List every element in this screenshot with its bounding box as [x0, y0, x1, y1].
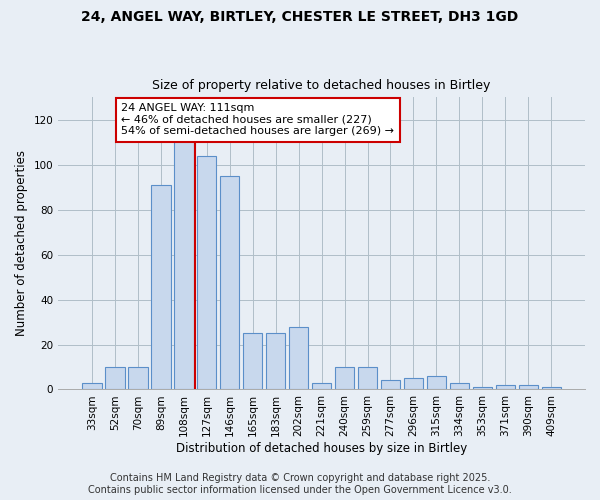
Bar — [542, 387, 561, 390]
Bar — [289, 326, 308, 390]
Text: 24 ANGEL WAY: 111sqm
← 46% of detached houses are smaller (227)
54% of semi-deta: 24 ANGEL WAY: 111sqm ← 46% of detached h… — [121, 103, 394, 136]
Bar — [266, 334, 286, 390]
Bar — [243, 334, 262, 390]
Text: 24, ANGEL WAY, BIRTLEY, CHESTER LE STREET, DH3 1GD: 24, ANGEL WAY, BIRTLEY, CHESTER LE STREE… — [82, 10, 518, 24]
Bar — [174, 131, 194, 390]
Bar — [312, 382, 331, 390]
Bar — [427, 376, 446, 390]
Bar — [496, 385, 515, 390]
Bar — [404, 378, 423, 390]
Bar — [128, 367, 148, 390]
Y-axis label: Number of detached properties: Number of detached properties — [15, 150, 28, 336]
Bar — [335, 367, 355, 390]
Bar — [220, 176, 239, 390]
Bar — [197, 156, 217, 390]
Bar — [473, 387, 492, 390]
Title: Size of property relative to detached houses in Birtley: Size of property relative to detached ho… — [152, 79, 491, 92]
Bar — [105, 367, 125, 390]
Bar — [82, 382, 101, 390]
Text: Contains HM Land Registry data © Crown copyright and database right 2025.
Contai: Contains HM Land Registry data © Crown c… — [88, 474, 512, 495]
X-axis label: Distribution of detached houses by size in Birtley: Distribution of detached houses by size … — [176, 442, 467, 455]
Bar — [381, 380, 400, 390]
Bar — [518, 385, 538, 390]
Bar — [358, 367, 377, 390]
Bar — [151, 185, 170, 390]
Bar — [449, 382, 469, 390]
